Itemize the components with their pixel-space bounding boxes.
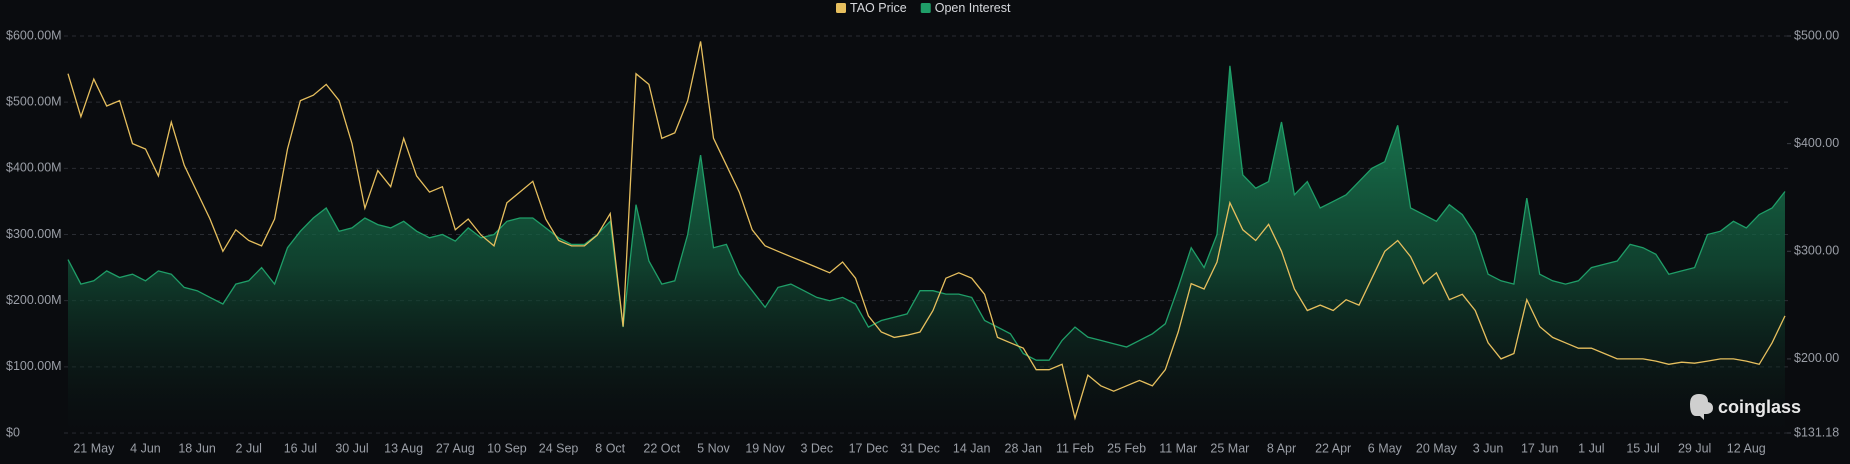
x-tick-label: 27 Aug [436,441,475,455]
legend-swatch [920,3,931,13]
x-tick-label: 13 Aug [384,441,423,455]
price-line [67,41,1786,421]
x-tick-label: 22 Oct [643,441,680,455]
x-tick-label: 30 Jul [335,441,368,455]
x-tick-label: 31 Dec [900,441,940,455]
y2-tick-label: $300.00 [1794,244,1839,258]
x-tick-label: 21 May [73,441,115,455]
x-tick-label: 1 Jul [1578,441,1604,455]
x-tick-label: 11 Feb [1056,441,1094,455]
watermark-icon [1690,394,1713,420]
x-tick-label: 17 Dec [849,441,889,455]
y-tick-label: $100.00M [6,359,62,373]
x-tick-label: 15 Jul [1626,441,1659,455]
y-tick-label: $400.00M [6,161,62,175]
x-tick-label: 3 Dec [800,441,833,455]
x-tick-label: 24 Sep [539,441,579,455]
x-tick-label: 11 Mar [1159,441,1197,455]
legend-swatch [836,3,846,13]
axes: $0 $100.00M $200.00M $300.00M $400.00M $500.0… [6,28,1839,455]
y2-tick-label: $200.00 [1794,351,1839,365]
x-tick-label: 18 Jun [178,441,216,455]
x-tick-label: 2 Jul [236,441,262,455]
y2-tick-label: $131.18 [1794,425,1839,439]
y-tick-label: $0 [6,425,20,439]
x-tick-label: 8 Oct [595,441,625,455]
plot [67,41,1786,434]
legend: TAO Price Open Interest [836,1,1011,15]
x-tick-label: 14 Jan [953,441,991,455]
x-tick-label: 29 Jul [1678,441,1711,455]
y-tick-label: $200.00M [6,293,62,307]
y2-tick-label: $400.00 [1794,136,1839,150]
x-tick-label: 25 Feb [1107,441,1146,455]
watermark: coinglass [1690,394,1801,420]
x-tick-label: 22 Apr [1315,441,1351,455]
y-tick-label: $300.00M [6,227,62,241]
x-tick-label: 28 Jan [1005,441,1043,455]
y2-tick-label: $500.00 [1794,28,1839,42]
x-tick-label: 10 Sep [487,441,527,455]
area-line [67,65,1786,361]
legend-label: TAO Price [850,1,907,15]
x-tick-label: 19 Nov [745,441,785,455]
area-fill [68,65,1785,434]
x-tick-label: 16 Jul [284,441,317,455]
x-tick-label: 5 Nov [697,441,730,455]
x-tick-label: 4 Jun [130,441,161,455]
x-tick-label: 17 Jun [1521,441,1559,455]
x-tick-label: 6 May [1368,441,1403,455]
y-tick-label: $500.00M [6,94,62,108]
x-tick-label: 8 Apr [1267,441,1296,455]
x-tick-label: 12 Aug [1727,441,1766,455]
watermark-text: coinglass [1718,397,1801,417]
x-tick-label: 3 Jun [1473,441,1504,455]
legend-label: Open Interest [935,1,1011,15]
x-tick-label: 20 May [1416,441,1458,455]
x-tick-label: 25 Mar [1210,441,1249,455]
y-tick-label: $600.00M [6,28,62,42]
